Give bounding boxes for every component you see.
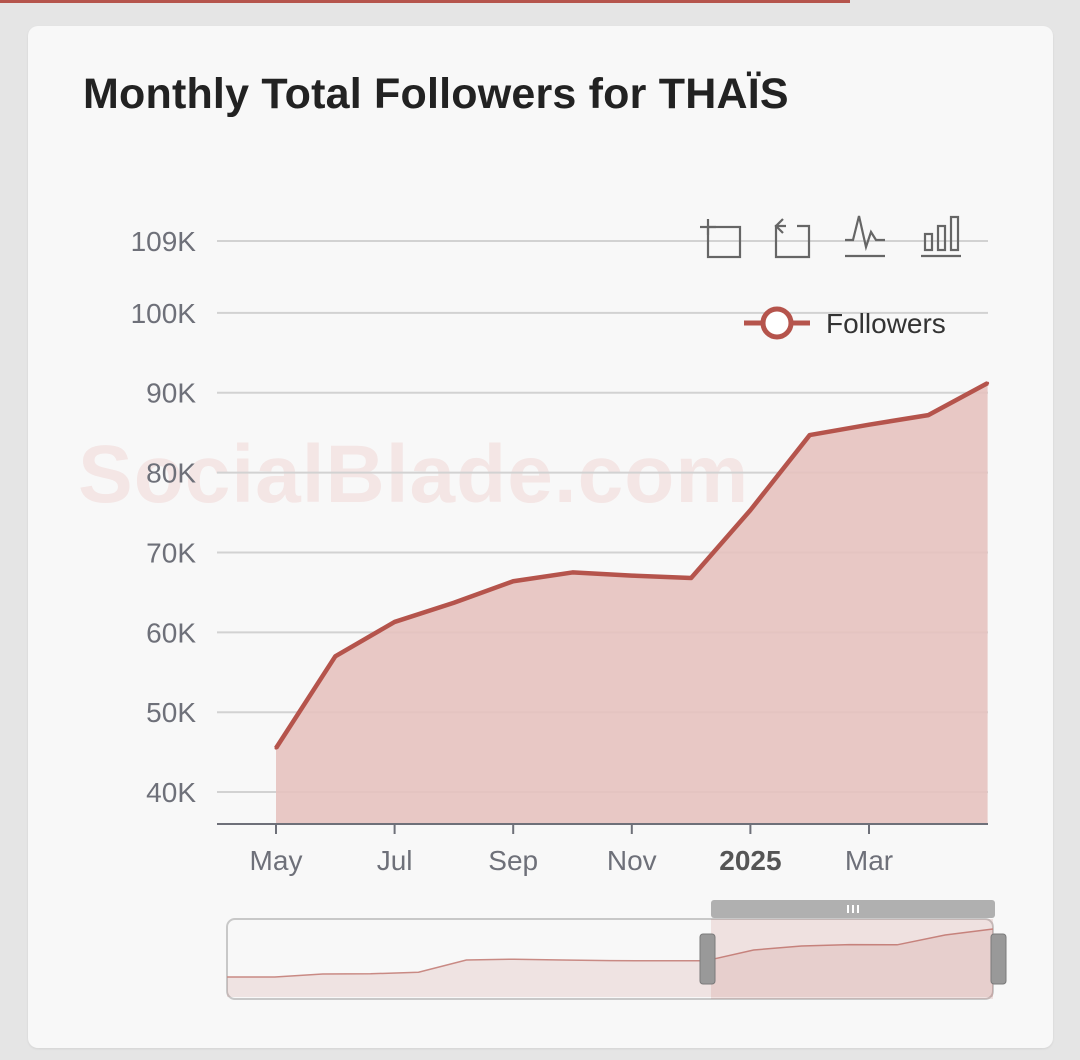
data-point bbox=[274, 746, 278, 750]
data-point bbox=[452, 601, 456, 605]
x-tick-label: May bbox=[250, 845, 303, 876]
line-chart-icon[interactable] bbox=[843, 214, 887, 258]
y-tick-label: 40K bbox=[146, 777, 196, 808]
data-point bbox=[748, 508, 752, 512]
x-tick-label: Sep bbox=[488, 845, 538, 876]
data-zoom-handle-right[interactable] bbox=[990, 933, 1007, 985]
chart-card: Monthly Total Followers for THAÏS bbox=[28, 26, 1053, 1048]
data-point bbox=[393, 620, 397, 624]
data-point bbox=[689, 576, 693, 580]
series-area bbox=[274, 381, 990, 824]
y-tick-label: 100K bbox=[131, 298, 197, 329]
data-point bbox=[333, 654, 337, 658]
y-tick-label: 70K bbox=[146, 537, 196, 568]
legend[interactable]: Followers bbox=[744, 306, 946, 340]
x-tick-label: Nov bbox=[607, 845, 657, 876]
legend-marker bbox=[760, 306, 794, 340]
data-point bbox=[808, 433, 812, 437]
data-point bbox=[630, 574, 634, 578]
zoom-icon[interactable] bbox=[698, 215, 742, 259]
legend-label-followers: Followers bbox=[826, 308, 946, 339]
y-tick-label: 50K bbox=[146, 697, 196, 728]
y-tick-label: 80K bbox=[146, 458, 196, 489]
data-point bbox=[926, 413, 930, 417]
data-point bbox=[571, 570, 574, 574]
x-tick-label: 2025 bbox=[719, 845, 781, 876]
overview-line bbox=[227, 928, 994, 978]
zoom-reset-icon[interactable] bbox=[772, 215, 814, 259]
y-axis-labels: 40K 50K 60K 70K 80K 90K 100K 109K bbox=[131, 226, 197, 808]
data-point bbox=[511, 579, 515, 583]
data-zoom-slider[interactable] bbox=[226, 900, 1007, 1000]
x-axis-labels: May Jul Sep Nov 2025 Mar bbox=[250, 845, 894, 876]
top-accent-bar bbox=[0, 0, 850, 3]
x-tick-label: Mar bbox=[845, 845, 893, 876]
bar-chart-icon[interactable] bbox=[919, 214, 963, 258]
x-tick-label: Jul bbox=[377, 845, 413, 876]
data-zoom-overview bbox=[227, 928, 994, 997]
data-zoom-selection[interactable] bbox=[711, 919, 993, 999]
chart-title: Monthly Total Followers for THAÏS bbox=[83, 70, 789, 118]
grip-icon bbox=[847, 905, 859, 913]
y-tick-label: 60K bbox=[146, 617, 196, 648]
y-tick-label: 109K bbox=[131, 226, 197, 257]
series-area-fill bbox=[276, 383, 988, 824]
data-zoom-handle-left[interactable] bbox=[699, 933, 716, 985]
y-tick-label: 90K bbox=[146, 378, 196, 409]
x-axis bbox=[217, 823, 988, 834]
data-point bbox=[867, 423, 871, 427]
data-point bbox=[986, 381, 990, 385]
